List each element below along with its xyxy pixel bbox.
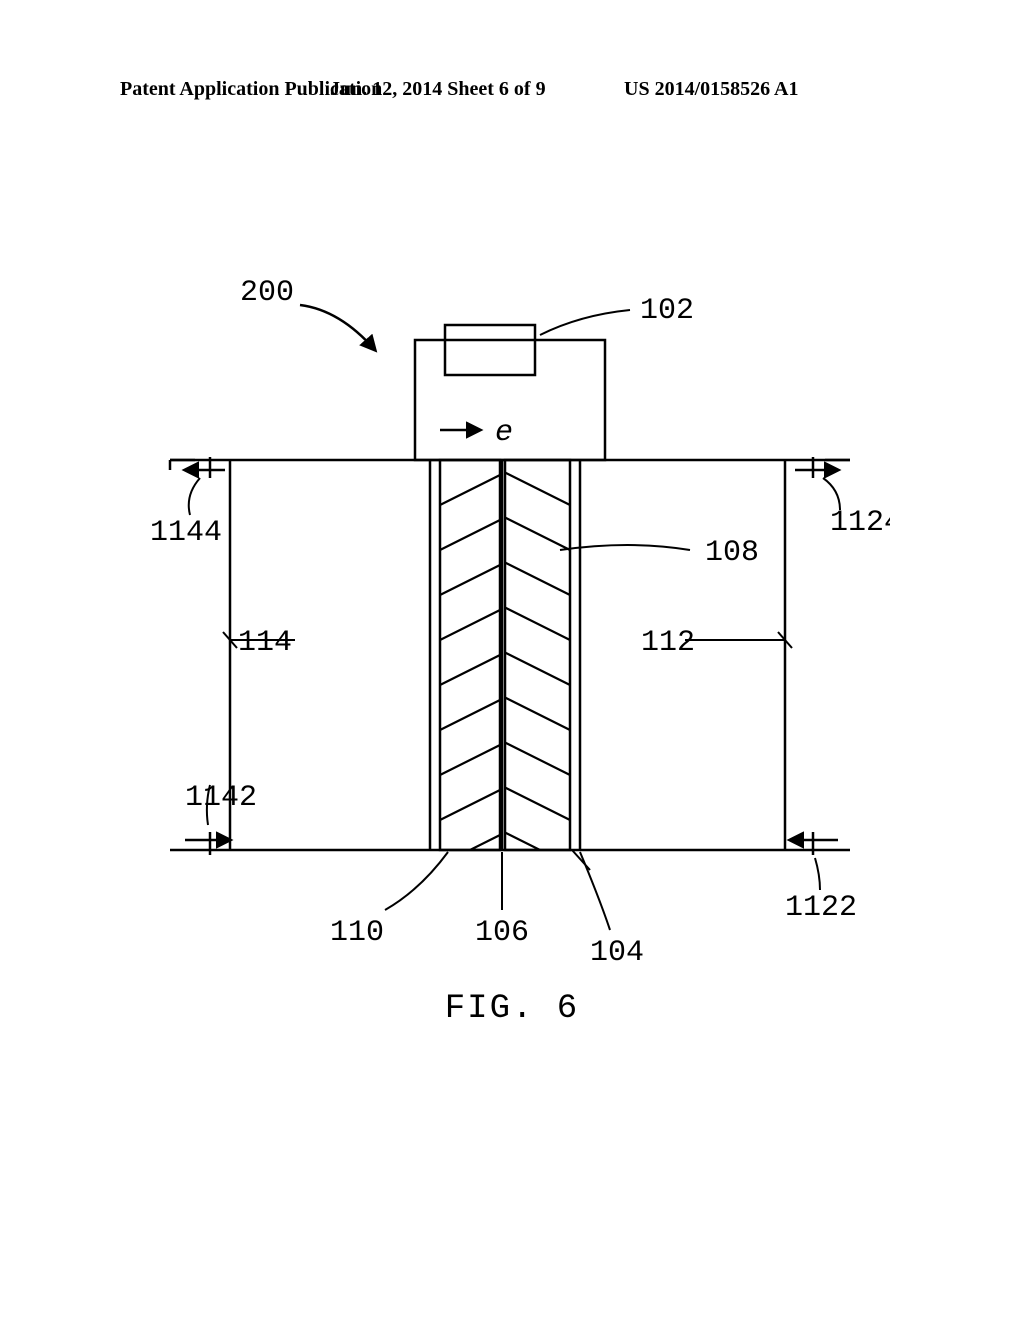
ref-1124-text: 1124: [830, 506, 890, 540]
figure-svg: 200 102 e 1144 1124 108 114 112 1142 112…: [130, 260, 890, 980]
ref-1144-text: 1144: [150, 516, 222, 550]
ref-102-text: 102: [640, 294, 694, 328]
ref-106-text: 106: [475, 916, 529, 950]
ref-1122-text: 1122: [785, 891, 857, 925]
ref-104-text: 104: [590, 936, 644, 970]
header-right: US 2014/0158526 A1: [624, 78, 798, 101]
ref-110-text: 110: [330, 916, 384, 950]
figure-6: 200 102 e 1144 1124 108 114 112 1142 112…: [130, 260, 890, 980]
ref-1144-leader: [189, 478, 200, 515]
figure-caption: FIG. 6: [0, 990, 1024, 1028]
header-mid: Jun. 12, 2014 Sheet 6 of 9: [330, 78, 546, 101]
ref-110-leader: [385, 852, 448, 910]
port-1122: [790, 832, 838, 855]
ref-102-leader: [540, 310, 630, 335]
hatched-108: [450, 400, 630, 940]
ref-200-text: 200: [240, 276, 294, 310]
ref-1142-text: 1142: [185, 781, 257, 815]
dir-e-text: e: [495, 416, 513, 450]
hatched-110: [380, 400, 560, 940]
port-1142: [185, 832, 230, 855]
ref-108-text: 108: [705, 536, 759, 570]
ref-1122-leader: [815, 858, 820, 890]
ref-112-text: 112: [641, 626, 695, 660]
ref-114-text: 114: [238, 626, 292, 660]
ref-200-pointer: [300, 305, 375, 350]
